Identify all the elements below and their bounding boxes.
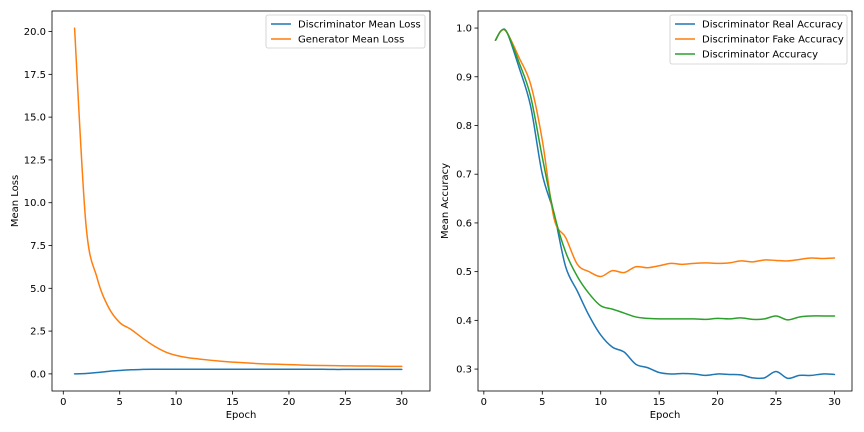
- loss-y-tick-label: 20.0: [24, 27, 46, 38]
- loss-legend-label-generator: Generator Mean Loss: [298, 35, 404, 46]
- accuracy-series-line-0: [494, 28, 836, 380]
- loss-y-tick-label: 17.5: [24, 70, 46, 81]
- loss-y-tick-label: 15.0: [24, 113, 46, 124]
- accuracy-y-tick-label: 0.9: [456, 72, 472, 83]
- accuracy-x-tick-label: 5: [539, 397, 545, 408]
- loss-x-tick-label: 30: [395, 397, 408, 408]
- accuracy-y-tick-label: 0.8: [456, 121, 472, 132]
- loss-series-line-0: [73, 368, 403, 375]
- accuracy-x-tick-label: 0: [481, 397, 487, 408]
- loss-y-tick-label: 10.0: [24, 198, 46, 209]
- loss-x-axis-label: Epoch: [226, 410, 257, 421]
- loss-series-line-1: [73, 27, 403, 368]
- accuracy-x-tick-label: 30: [828, 397, 841, 408]
- accuracy-legend-box: [669, 14, 848, 65]
- accuracy-x-axis-label: Epoch: [650, 410, 681, 421]
- loss-y-tick-label: 0.0: [30, 369, 46, 380]
- loss-x-tick-label: 20: [283, 397, 296, 408]
- accuracy-chart: 0 5 10 15 20 25 30 0.3 0.4 0.5 0.6 0.7 0.8 0.9 1.0 Epo…: [440, 10, 853, 421]
- loss-chart: 0 5 10 15 20 25 30 0.0 2.5 5.0 7.5 10.0 12.5 15.0 17.5…: [10, 10, 431, 421]
- accuracy-x-tick-label: 15: [653, 397, 666, 408]
- accuracy-x-tick-label: 10: [594, 397, 607, 408]
- loss-y-tick-label: 2.5: [30, 327, 46, 338]
- loss-x-tick-label: 15: [226, 397, 239, 408]
- loss-legend-label-discriminator: Discriminator Mean Loss: [298, 20, 421, 31]
- loss-axis-ticks: 0 5 10 15 20 25 30 0.0 2.5 5.0 7.5 10.0 12.5 15.0 17.5…: [24, 27, 408, 408]
- loss-x-tick-label: 5: [117, 397, 123, 408]
- accuracy-legend: Discriminator Real Accuracy Discriminato…: [669, 14, 848, 65]
- accuracy-series-lines: [494, 28, 836, 380]
- accuracy-plot-area: [477, 10, 853, 392]
- accuracy-y-tick-label: 0.5: [456, 267, 472, 278]
- accuracy-y-axis-label: Mean Accuracy: [440, 163, 451, 239]
- accuracy-legend-label-overall: Discriminator Accuracy: [702, 50, 818, 61]
- accuracy-x-tick-label: 20: [711, 397, 724, 408]
- loss-x-tick-label: 0: [60, 397, 66, 408]
- accuracy-y-tick-label: 0.6: [456, 218, 472, 229]
- accuracy-legend-label-fake: Discriminator Fake Accuracy: [702, 35, 844, 46]
- accuracy-x-tick-label: 25: [770, 397, 783, 408]
- accuracy-y-tick-label: 0.3: [456, 365, 472, 376]
- accuracy-series-line-1: [494, 28, 836, 278]
- accuracy-legend-label-real: Discriminator Real Accuracy: [702, 20, 843, 31]
- loss-y-axis-label: Mean Loss: [10, 175, 21, 227]
- loss-x-tick-label: 10: [170, 397, 183, 408]
- loss-y-tick-label: 12.5: [24, 155, 46, 166]
- loss-legend: Discriminator Mean Loss Generator Mean L…: [265, 14, 426, 49]
- loss-y-tick-label: 5.0: [30, 284, 46, 295]
- accuracy-y-tick-label: 0.4: [456, 316, 472, 327]
- accuracy-y-tick-label: 1.0: [456, 24, 472, 35]
- loss-y-tick-label: 7.5: [30, 241, 46, 252]
- accuracy-series-line-2: [494, 28, 836, 321]
- loss-x-tick-label: 25: [339, 397, 352, 408]
- accuracy-y-tick-label: 0.7: [456, 170, 472, 181]
- accuracy-axis-ticks: 0 5 10 15 20 25 30 0.3 0.4 0.5 0.6 0.7 0.8 0.9 1.0: [456, 24, 841, 408]
- loss-series-lines: [73, 27, 403, 375]
- loss-legend-box: [265, 14, 426, 49]
- loss-plot-area: [51, 10, 431, 392]
